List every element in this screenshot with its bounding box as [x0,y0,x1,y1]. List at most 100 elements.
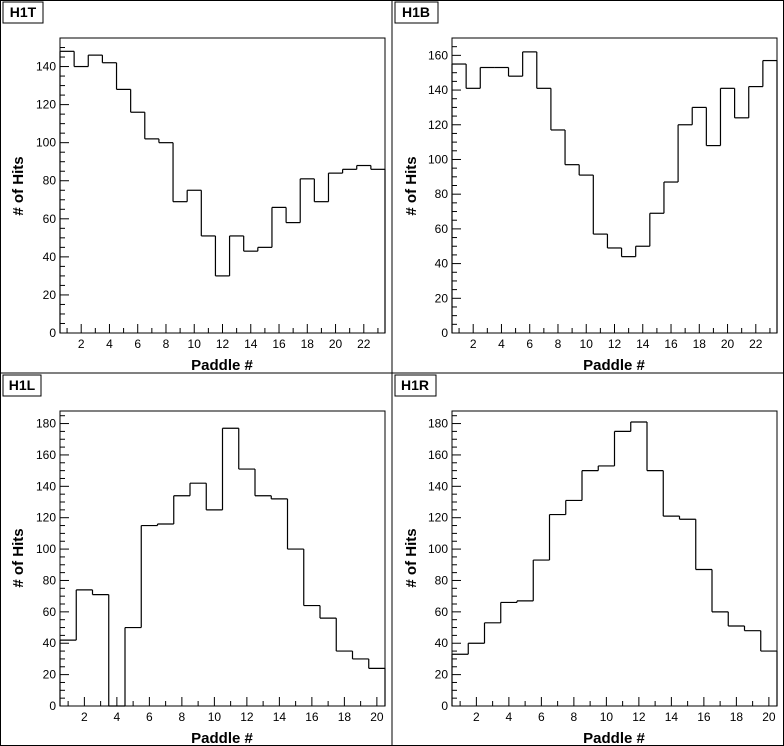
x-tick-label: 8 [179,710,186,724]
x-tick-label: 8 [571,710,578,724]
x-axis-label: Paddle # [583,357,645,374]
x-tick-label: 18 [338,710,352,724]
pad-h1t: H1T 0 20 40 60 80 100 120 140 2 4 6 8 10 12 14 16 18 20 22… [2,1,386,374]
x-tick-label: 10 [580,337,594,351]
y-tick-label: 120 [36,98,56,112]
x-tick-label: 4 [506,710,513,724]
x-tick-label: 10 [600,710,614,724]
y-tick-label: 80 [43,174,57,188]
x-tick-label: 14 [636,337,650,351]
plot-frame [59,410,386,707]
y-tick-label: 40 [43,250,57,264]
pad-title: H1R [401,377,429,393]
y-tick-label: 80 [435,187,449,201]
y-tick-label: 100 [36,542,56,556]
x-tick-label: 20 [762,710,776,724]
x-tick-label: 4 [106,337,113,351]
x-tick-label: 4 [498,337,505,351]
y-tick-label: 100 [428,542,448,556]
y-tick-label: 60 [435,222,449,236]
x-tick-label: 12 [608,337,622,351]
x-tick-label: 2 [81,710,88,724]
pad-h1r: H1R 0 20 40 60 80 100 120 140 160 180 2 4 6 8 10 12 14 16… [394,374,778,746]
x-tick-label: 20 [721,337,735,351]
y-tick-label: 180 [428,417,448,431]
x-tick-label: 16 [272,337,286,351]
x-tick-label: 6 [526,337,533,351]
x-tick-label: 16 [697,710,711,724]
y-tick-label: 40 [43,636,57,650]
y-tick-label: 140 [36,60,56,74]
pad-title: H1B [402,4,430,20]
y-tick-label: 20 [43,288,57,302]
pad-title: H1L [9,377,36,393]
y-axis-label: # of Hits [10,156,27,215]
x-tick-label: 22 [749,337,763,351]
y-tick-label: 0 [441,326,448,340]
y-tick-label: 0 [49,699,56,713]
x-tick-label: 22 [357,337,371,351]
pad-h1l: H1L 0 20 40 60 80 100 120 140 160 180 2 4 6 8 10 12 14 16… [2,374,386,746]
x-tick-label: 10 [208,710,222,724]
y-tick-label: 60 [43,212,57,226]
y-tick-label: 60 [435,605,449,619]
x-tick-label: 12 [632,710,646,724]
plot-area-h1t: 0 20 40 60 80 100 120 140 2 4 6 8 10 12 14 16 18 20 22 [36,37,386,351]
x-tick-label: 16 [664,337,678,351]
y-tick-label: 120 [36,511,56,525]
x-tick-label: 6 [146,710,153,724]
x-tick-label: 14 [244,337,258,351]
x-tick-label: 8 [555,337,562,351]
y-tick-label: 180 [36,417,56,431]
y-tick-label: 20 [435,668,449,682]
plot-area-h1r: 0 20 40 60 80 100 120 140 160 180 2 4 6 8 10 12 14 16 18 20 [428,410,778,724]
y-tick-label: 40 [435,257,449,271]
y-tick-label: 140 [428,479,448,493]
y-tick-label: 80 [435,573,449,587]
x-tick-label: 6 [538,710,545,724]
x-tick-label: 2 [78,337,85,351]
pad-title: H1T [10,4,37,20]
x-tick-label: 20 [329,337,343,351]
y-tick-label: 140 [36,479,56,493]
x-tick-label: 8 [163,337,170,351]
y-tick-label: 0 [441,699,448,713]
pad-h1b: H1B 0 20 40 60 80 100 120 140 160 2 4 6 8 10 12 14 16 18 2… [394,1,778,374]
y-tick-label: 100 [428,152,448,166]
x-tick-label: 18 [301,337,315,351]
x-tick-label: 14 [273,710,287,724]
plot-frame [451,410,778,707]
y-tick-label: 120 [428,511,448,525]
pad-title-box [394,1,439,24]
x-tick-label: 18 [730,710,744,724]
y-tick-label: 120 [428,118,448,132]
y-tick-label: 100 [36,136,56,150]
x-tick-label: 14 [665,710,679,724]
x-tick-label: 20 [370,710,384,724]
x-axis-label: Paddle # [191,730,253,746]
x-tick-label: 10 [188,337,202,351]
pad-title-box [394,374,437,397]
y-axis-label: # of Hits [403,156,420,215]
y-axis-label: # of Hits [10,528,27,587]
y-tick-label: 80 [43,573,57,587]
x-tick-label: 12 [240,710,254,724]
y-tick-label: 140 [428,83,448,97]
y-axis-label: # of Hits [403,528,420,587]
y-tick-label: 0 [49,326,56,340]
x-tick-label: 2 [470,337,477,351]
x-tick-label: 12 [216,337,230,351]
plot-area-h1b: 0 20 40 60 80 100 120 140 160 2 4 6 8 10 12 14 16 18 20 22 [428,37,778,351]
pad-title-box [2,374,42,397]
x-tick-label: 6 [134,337,141,351]
y-tick-label: 60 [43,605,57,619]
y-tick-label: 40 [435,636,449,650]
x-axis-label: Paddle # [191,357,253,374]
x-axis-label: Paddle # [583,730,645,746]
plot-area-h1l: 0 20 40 60 80 100 120 140 160 180 2 4 6 8 10 12 14 16 18 20 [36,410,386,724]
x-tick-label: 18 [693,337,707,351]
y-tick-label: 160 [428,448,448,462]
y-tick-label: 20 [435,291,449,305]
x-tick-label: 16 [305,710,319,724]
